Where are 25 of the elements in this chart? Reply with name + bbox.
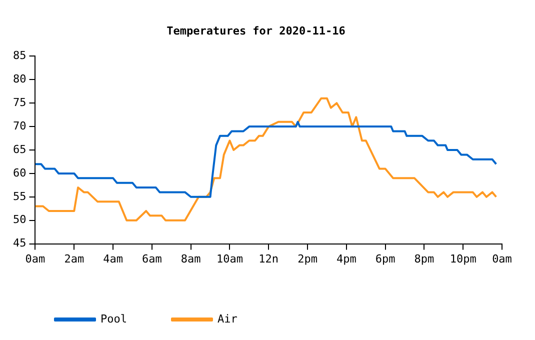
y-tick-label: 60	[12, 166, 26, 180]
x-tick-label: 10am	[216, 252, 244, 266]
legend-label: Air	[217, 312, 238, 326]
y-tick-label: 55	[12, 190, 26, 203]
x-tick-label: 10pm	[450, 252, 477, 266]
x-tick-label: 0am	[25, 252, 46, 266]
x-tick-label: 6am	[142, 252, 162, 266]
y-tick-label: 65	[12, 142, 26, 156]
x-tick-label: 6pm	[375, 252, 396, 266]
y-tick-label: 70	[12, 119, 26, 132]
y-tick-label: 45	[12, 236, 26, 250]
x-tick-label: 12n	[258, 252, 279, 266]
legend-label: Pool	[100, 312, 127, 326]
x-tick-label: 4pm	[336, 252, 357, 266]
y-tick-label: 85	[12, 49, 26, 62]
x-tick-label: 2am	[64, 252, 84, 266]
x-tick-label: 8pm	[414, 252, 435, 266]
y-tick-label: 50	[12, 213, 26, 226]
y-tick-label: 80	[12, 72, 26, 86]
y-tick-label: 75	[12, 96, 26, 109]
x-tick-label: 2pm	[298, 252, 318, 266]
x-tick-label: 4am	[103, 252, 124, 266]
x-tick-label: 8am	[180, 252, 202, 266]
x-tick-label: 0am	[492, 252, 512, 266]
chart-title: Temperatures for 2020-11-16	[166, 24, 346, 38]
